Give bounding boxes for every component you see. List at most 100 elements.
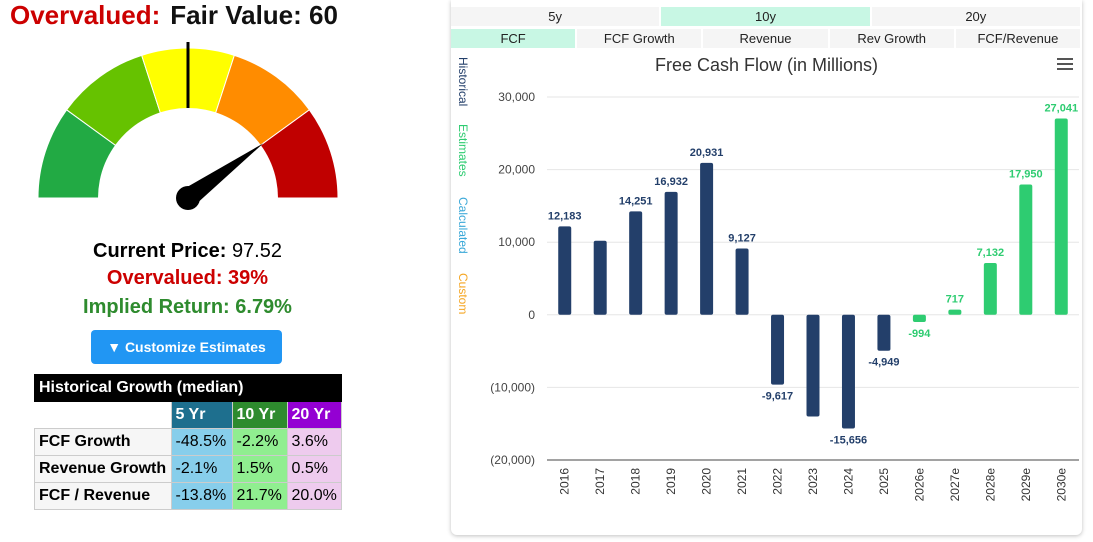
- data-label: 17,950: [1009, 168, 1043, 180]
- y-tick-label: 30,000: [498, 90, 535, 104]
- valuation-gauge: [37, 42, 339, 210]
- bar-2017[interactable]: [593, 240, 607, 315]
- bar-2021[interactable]: [735, 248, 749, 315]
- tab-fcf-revenue[interactable]: FCF/Revenue: [955, 29, 1083, 48]
- bar-2030e[interactable]: [1054, 118, 1068, 315]
- cell-10yr: 1.5%: [231, 455, 288, 483]
- tab-rev-growth[interactable]: Rev Growth: [829, 29, 956, 48]
- bar-2029e[interactable]: [1019, 184, 1033, 315]
- header-5yr: 5 Yr: [170, 401, 233, 429]
- growth-table-corner: [35, 402, 172, 429]
- cell-5yr: -2.1%: [170, 455, 233, 483]
- data-label: 14,251: [619, 195, 653, 207]
- row-label: FCF / Revenue: [34, 482, 172, 510]
- bar-2022[interactable]: [771, 314, 785, 385]
- data-label: 9,127: [728, 233, 756, 245]
- needle-hub: [176, 186, 200, 210]
- x-tick-label: 2021: [735, 468, 749, 495]
- data-label: -994: [908, 328, 931, 340]
- growth-table-title: Historical Growth (median): [34, 374, 342, 402]
- table-row: Revenue Growth -2.1% 1.5% 0.5%: [34, 455, 342, 483]
- row-label: Revenue Growth: [34, 455, 172, 483]
- bar-2025[interactable]: [877, 314, 891, 351]
- cell-10yr: 21.7%: [231, 482, 288, 510]
- x-tick-label: 2027e: [948, 468, 962, 502]
- bar-2019[interactable]: [664, 191, 678, 315]
- x-tick-label: 2030e: [1054, 468, 1068, 502]
- table-row: FCF Growth -48.5% -2.2% 3.6%: [34, 428, 342, 456]
- x-tick-label: 2017: [593, 468, 607, 495]
- x-tick-label: 2019: [664, 468, 678, 495]
- tab-20y[interactable]: 20y: [871, 7, 1082, 26]
- gauge-needle-icon: [176, 143, 264, 210]
- x-tick-label: 2022: [771, 468, 785, 495]
- tab-revenue[interactable]: Revenue: [703, 29, 830, 48]
- legend-custom[interactable]: Custom: [456, 273, 470, 315]
- bar-2027e[interactable]: [948, 309, 962, 315]
- current-price-label: Current Price:: [93, 240, 227, 262]
- chart-title: Free Cash Flow (in Millions): [654, 55, 879, 75]
- tab-10y[interactable]: 10y: [661, 7, 872, 26]
- row-label: FCF Growth: [34, 428, 172, 456]
- tab-fcf-growth[interactable]: FCF Growth: [577, 29, 704, 48]
- cell-20yr: 3.6%: [286, 428, 342, 456]
- needle-blade: [182, 143, 264, 207]
- cell-20yr: 20.0%: [286, 482, 342, 510]
- bar-2028e[interactable]: [983, 263, 997, 315]
- x-tick-label: 2016: [558, 468, 572, 495]
- x-tick-label: 2026e: [912, 468, 926, 502]
- y-tick-label: 20,000: [498, 163, 535, 177]
- gauge-center: [98, 108, 278, 210]
- fcf-bar-chart: 30,000 20,000 10,000 0 (10,000) (20,000) 12,18…: [490, 90, 1079, 502]
- data-label: 27,041: [1044, 102, 1078, 114]
- current-price-value: 97.52: [231, 240, 282, 262]
- valuation-panel: Overvalued: Fair Value: 60 Current Price:…: [0, 0, 445, 542]
- fair-value-heading: Overvalued: Fair Value: 60: [10, 0, 338, 31]
- chart-panel: 5y 10y 20y FCF FCF Growth Revenue Rev Gr…: [451, 0, 1083, 535]
- bar-2016[interactable]: [558, 226, 572, 315]
- bar-2024[interactable]: [841, 314, 855, 429]
- data-label: -4,949: [868, 357, 899, 369]
- x-tick-label: 2028e: [983, 468, 997, 502]
- bar-2018[interactable]: [629, 211, 643, 315]
- data-label: -15,656: [830, 434, 867, 446]
- data-label: -9,617: [762, 391, 793, 403]
- overvalued-percent: Overvalued: 39%: [106, 267, 269, 289]
- y-tick-label: 10,000: [498, 235, 535, 249]
- x-tick-label: 2024: [841, 468, 855, 495]
- x-tick-label: 2023: [806, 468, 820, 495]
- cell-10yr: -2.2%: [231, 428, 288, 456]
- chart-menu-icon[interactable]: [1057, 58, 1073, 72]
- implied-return: Implied Return: 6.79%: [83, 296, 292, 318]
- x-tick-label: 2020: [700, 468, 714, 495]
- fair-value-label: Fair Value: 60: [170, 0, 338, 30]
- x-tick-label: 2025: [877, 468, 891, 495]
- x-tick-label: 2018: [629, 468, 643, 495]
- bar-2020[interactable]: [700, 162, 714, 315]
- data-label: 12,183: [548, 210, 582, 222]
- cell-5yr: -48.5%: [170, 428, 233, 456]
- customize-estimates-button[interactable]: ▼ Customize Estimates: [91, 330, 282, 364]
- data-label: 717: [946, 294, 964, 306]
- current-price-line: Current Price: 97.52: [0, 240, 375, 263]
- x-tick-label: 2029e: [1019, 468, 1033, 502]
- legend-calculated[interactable]: Calculated: [456, 197, 470, 254]
- header-10yr: 10 Yr: [231, 401, 288, 429]
- y-tick-label: (20,000): [490, 453, 535, 467]
- cell-20yr: 0.5%: [286, 455, 342, 483]
- y-tick-label: 0: [528, 308, 535, 322]
- data-label: 7,132: [977, 247, 1005, 259]
- metric-tabs: FCF FCF Growth Revenue Rev Growth FCF/Re…: [451, 29, 1083, 48]
- table-row: FCF / Revenue -13.8% 21.7% 20.0%: [34, 482, 342, 510]
- cell-5yr: -13.8%: [170, 482, 233, 510]
- bar-2023[interactable]: [806, 314, 820, 417]
- legend-estimates[interactable]: Estimates: [456, 124, 470, 177]
- legend-historical[interactable]: Historical: [456, 57, 470, 107]
- valuation-status: Overvalued:: [10, 0, 161, 30]
- historical-growth-table: Historical Growth (median) 5 Yr 10 Yr 20…: [34, 374, 342, 510]
- bar-2026e[interactable]: [912, 314, 926, 323]
- header-20yr: 20 Yr: [286, 401, 342, 429]
- tab-fcf[interactable]: FCF: [451, 29, 578, 48]
- y-tick-label: (10,000): [490, 380, 535, 394]
- tab-5y[interactable]: 5y: [451, 7, 662, 26]
